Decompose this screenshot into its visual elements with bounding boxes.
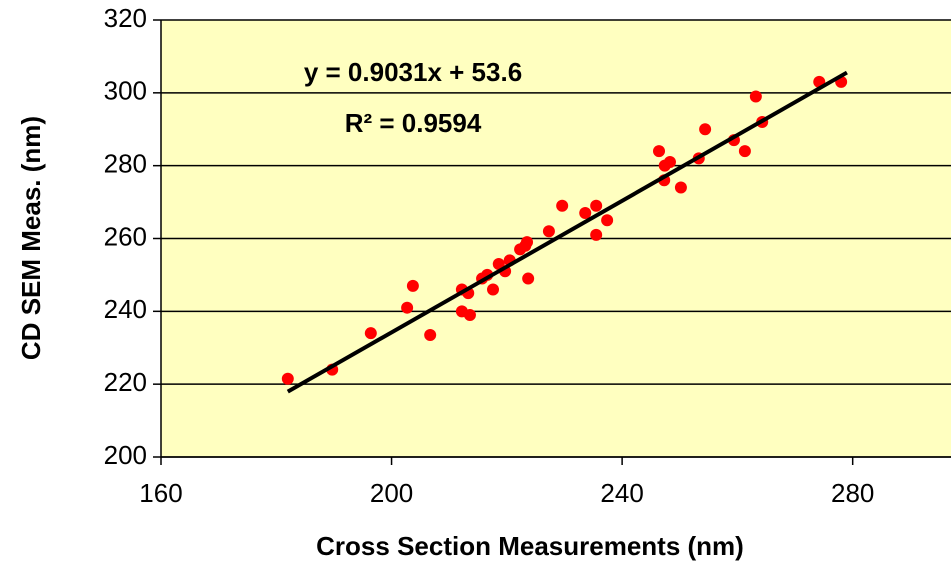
y-tick-label: 300 [104,76,147,106]
point [699,123,712,136]
point [463,308,476,321]
y-tick-label: 260 [104,221,147,251]
point [601,214,614,227]
y-tick-label: 280 [104,149,147,179]
point [749,90,762,103]
x-tick-label: 280 [831,478,874,508]
point [281,372,294,385]
point [663,156,676,169]
y-tick-label: 200 [104,440,147,470]
trendline [286,70,848,394]
point [590,228,603,241]
point [487,283,500,296]
y-tick-label: 240 [104,294,147,324]
point [424,329,437,342]
y-tick-label: 320 [104,3,147,33]
point [674,181,687,194]
point [401,301,414,314]
point [590,199,603,212]
y-tick-label: 220 [104,367,147,397]
x-tick-label: 240 [600,478,643,508]
point [522,272,535,285]
x-axis-label: Cross Section Measurements (nm) [316,531,744,561]
point [556,199,569,212]
point [542,225,555,238]
x-tick-label: 160 [139,478,182,508]
point [406,279,419,292]
r-squared: R² = 0.9594 [345,108,482,138]
point [653,145,666,158]
x-tick-label: 200 [370,478,413,508]
equation: y = 0.9031x + 53.6 [304,57,522,87]
point [521,236,534,249]
point [364,327,377,340]
point [579,207,592,220]
point [738,145,751,158]
y-axis-label: CD SEM Meas. (nm) [16,116,46,360]
